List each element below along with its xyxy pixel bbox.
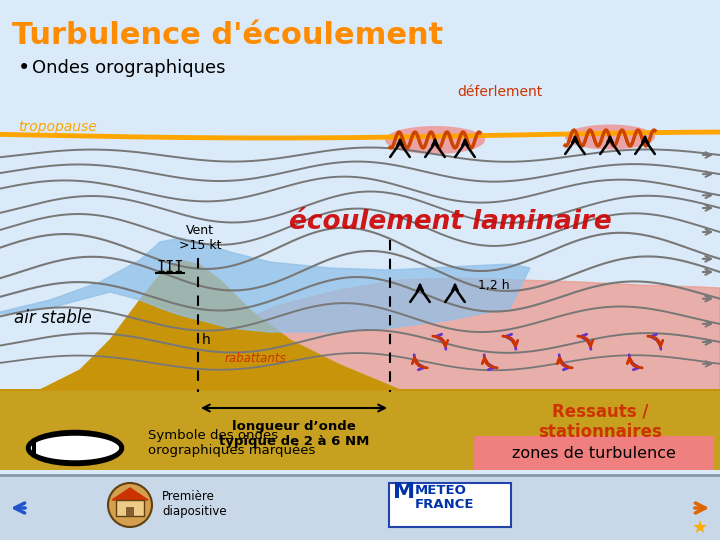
Text: tropopause: tropopause — [18, 120, 96, 134]
Polygon shape — [220, 278, 720, 390]
FancyBboxPatch shape — [0, 475, 720, 540]
Polygon shape — [0, 238, 530, 332]
Text: rabattants: rabattants — [225, 352, 287, 365]
Polygon shape — [112, 488, 148, 500]
Text: FRANCE: FRANCE — [415, 498, 474, 511]
Text: longueur d’onde
typique de 2 à 6 NM: longueur d’onde typique de 2 à 6 NM — [219, 420, 369, 448]
FancyBboxPatch shape — [0, 0, 720, 475]
Text: Première: Première — [162, 490, 215, 503]
Bar — [0, 390, 720, 470]
Text: écoulement laminaire: écoulement laminaire — [289, 209, 611, 235]
Text: Ondes orographiques: Ondes orographiques — [32, 59, 225, 77]
Text: M: M — [393, 482, 415, 502]
FancyBboxPatch shape — [389, 483, 511, 527]
Text: h: h — [202, 333, 211, 347]
Ellipse shape — [385, 126, 485, 154]
Text: METEO: METEO — [415, 483, 467, 496]
Text: air stable: air stable — [14, 309, 91, 327]
Text: Symbole des ondes
orographiques marquées: Symbole des ondes orographiques marquées — [148, 429, 315, 457]
Ellipse shape — [27, 431, 122, 464]
Polygon shape — [0, 260, 720, 390]
Circle shape — [108, 483, 152, 527]
Text: diapositive: diapositive — [162, 504, 227, 517]
Text: Turbulence d'écoulement: Turbulence d'écoulement — [12, 21, 444, 50]
Text: Vent
>15 kt: Vent >15 kt — [179, 224, 221, 252]
Text: •: • — [18, 58, 30, 78]
FancyBboxPatch shape — [0, 0, 720, 50]
Text: ★: ★ — [692, 519, 708, 537]
Text: zones de turbulence: zones de turbulence — [512, 446, 676, 461]
Text: Ressauts /
stationnaires: Ressauts / stationnaires — [538, 402, 662, 441]
Bar — [116, 500, 144, 516]
Ellipse shape — [565, 125, 655, 150]
Text: III: III — [156, 260, 184, 275]
Text: 1,2 h: 1,2 h — [478, 279, 510, 292]
Text: déferlement: déferlement — [457, 85, 543, 99]
FancyBboxPatch shape — [474, 436, 714, 470]
Bar — [126, 507, 134, 516]
